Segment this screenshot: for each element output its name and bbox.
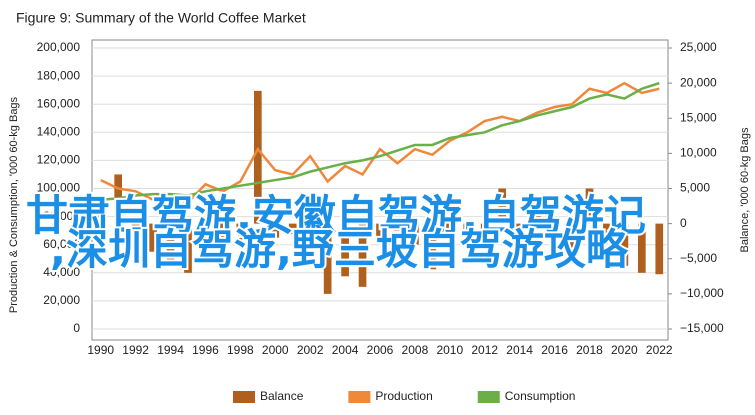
bar — [463, 223, 472, 245]
bar — [288, 223, 297, 235]
legend-swatch — [348, 391, 371, 403]
y-tick-label: 0 — [73, 321, 80, 335]
legend-label: Production — [375, 389, 432, 403]
y-tick-label: 60,000 — [43, 237, 80, 251]
bar — [271, 223, 280, 238]
bar — [393, 223, 402, 231]
chart-title: Figure 9: Summary of the World Coffee Ma… — [16, 10, 306, 26]
watermark: 甘肃自驾游,安徽自驾游,自驾游记 — [26, 191, 646, 240]
bar — [428, 223, 437, 270]
bar — [411, 223, 419, 245]
legend-label: Consumption — [505, 389, 576, 403]
bar — [219, 223, 227, 238]
x-tick-label: 2004 — [332, 343, 359, 357]
y-tick-label: 100,000 — [37, 181, 81, 195]
watermark: ,深圳自驾游,野三坡自驾游攻略 — [50, 225, 629, 274]
y-axis-title: Production & Consumption, '000 60-kg Bag… — [8, 96, 20, 313]
bar — [149, 223, 157, 252]
y-tick-label: 140,000 — [37, 124, 81, 138]
y2-tick-label: −15,000 — [680, 321, 724, 335]
x-tick-label: 2012 — [471, 343, 498, 357]
bar — [131, 223, 140, 238]
bar — [323, 223, 332, 294]
x-tick-label: 2010 — [436, 343, 463, 357]
legend-swatch — [233, 391, 255, 403]
bar — [96, 202, 105, 224]
bar — [341, 223, 349, 277]
x-tick-label: 1998 — [227, 343, 254, 357]
y-tick-label: 200,000 — [37, 40, 81, 54]
plot: 0 20,000 40,000 60,000 80,000 100,000 120,000 1… — [37, 40, 724, 357]
line — [100, 81, 660, 204]
y-tick-label: 20,000 — [43, 293, 80, 307]
y2-axis-title: Balance, '000 60-kg Bags — [739, 127, 751, 253]
y2-tick-label: 20,000 — [680, 75, 717, 89]
bar — [498, 188, 507, 224]
plot-frame — [91, 39, 669, 341]
y2-tick-label: 15,000 — [680, 110, 717, 124]
bar — [603, 223, 611, 238]
x-tick-label: 2006 — [367, 343, 394, 357]
bar — [184, 223, 192, 273]
bar — [358, 223, 367, 287]
x-tick-label: 2008 — [402, 343, 429, 357]
y2-tick-label: 10,000 — [680, 146, 717, 160]
y-tick-label: 40,000 — [43, 265, 80, 279]
legend-swatch — [477, 391, 500, 403]
y-tick-label: 120,000 — [37, 153, 81, 167]
bar — [445, 223, 454, 238]
y2-tick-label: −5,000 — [680, 251, 717, 265]
y2-tick-label: 5,000 — [680, 181, 710, 195]
y-tick-label: 80,000 — [43, 209, 80, 223]
y2-tick-label: 25,000 — [680, 40, 717, 54]
bar — [655, 223, 664, 275]
bar — [253, 90, 262, 224]
legend-item: Consumption — [477, 389, 576, 403]
y-tick-label: 160,000 — [37, 96, 81, 110]
y2-tick-label: −10,000 — [680, 286, 724, 300]
x-tick-label: 2020 — [611, 343, 638, 357]
x-tick-label: 1996 — [192, 343, 219, 357]
bar — [166, 223, 175, 266]
bar — [236, 223, 245, 245]
bar — [568, 223, 576, 259]
bar — [585, 188, 594, 224]
legend-item: Balance — [233, 389, 304, 403]
y-tick-label: 180,000 — [37, 68, 81, 82]
bar — [550, 223, 559, 231]
x-tick-label: 1994 — [157, 343, 184, 357]
bar — [306, 209, 315, 224]
y2-tick-label: 0 — [680, 216, 687, 230]
bar — [201, 216, 210, 224]
legend-item: Production — [348, 389, 433, 403]
bar — [515, 223, 524, 245]
x-tick-label: 2018 — [576, 343, 603, 357]
bar — [620, 223, 629, 266]
bar — [376, 223, 384, 242]
bar — [637, 223, 646, 273]
line — [100, 81, 660, 201]
bar — [533, 195, 541, 224]
x-tick-label: 2014 — [506, 343, 533, 357]
bar — [480, 223, 489, 235]
x-tick-label: 2016 — [541, 343, 568, 357]
x-tick-label: 2022 — [646, 343, 673, 357]
x-tick-label: 2002 — [297, 343, 324, 357]
x-tick-label: 1990 — [87, 343, 114, 357]
legend-label: Balance — [260, 389, 304, 403]
x-tick-label: 2000 — [262, 343, 289, 357]
x-tick-label: 1992 — [122, 343, 149, 357]
